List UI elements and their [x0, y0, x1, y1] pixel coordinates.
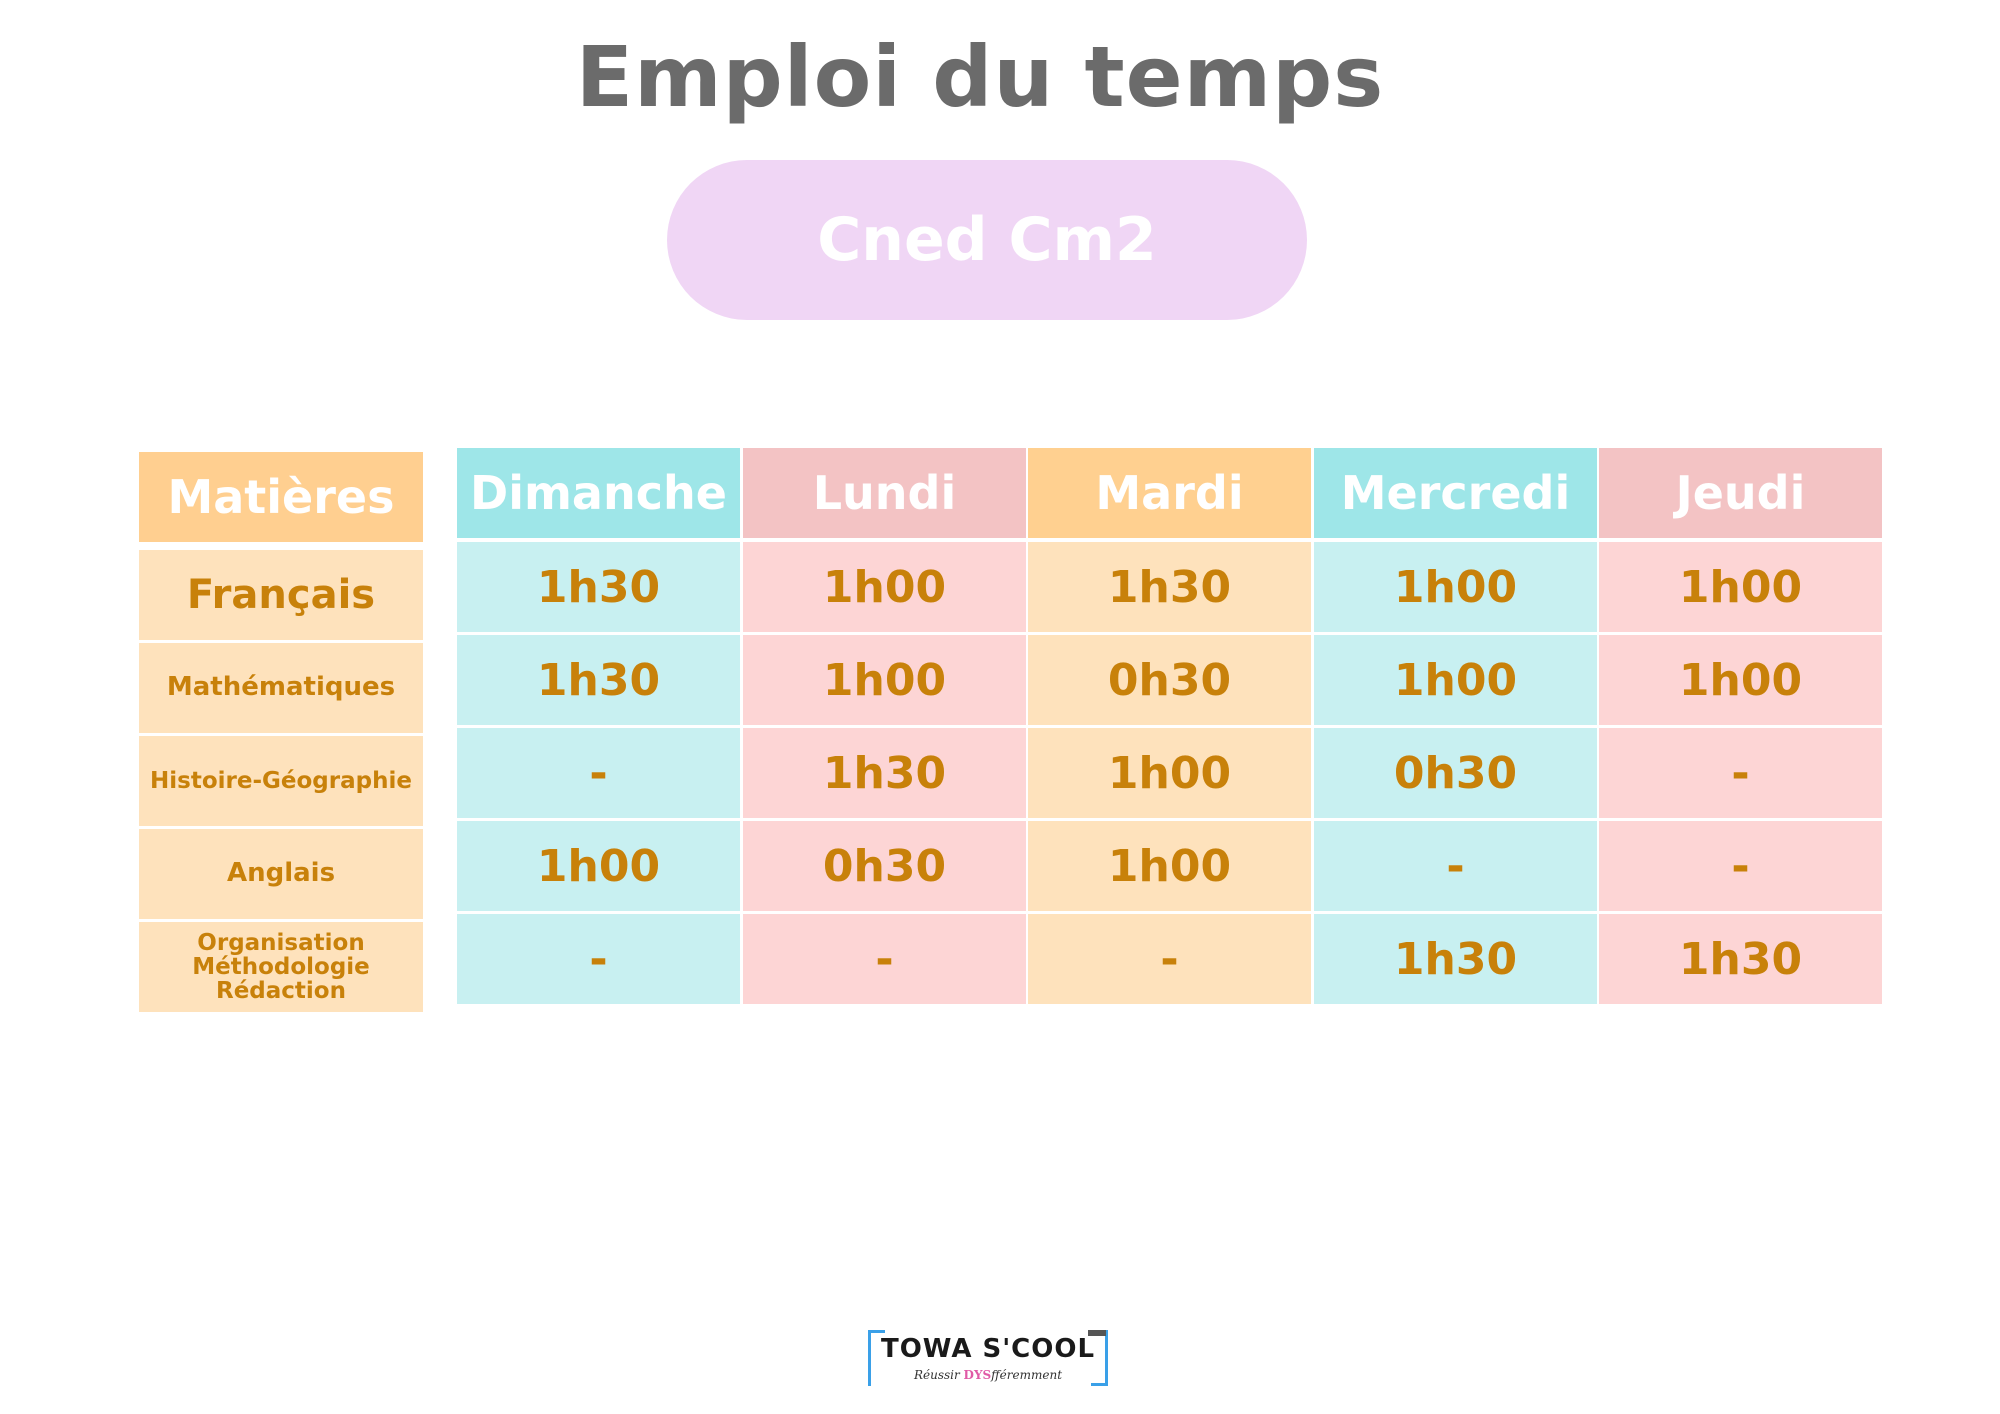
schedule-cell: 1h00	[1028, 728, 1311, 818]
schedule-cell: 1h00	[1599, 635, 1882, 725]
schedule-cell: 1h30	[457, 542, 740, 632]
subject-cell: Histoire-Géographie	[139, 736, 423, 826]
schedule-cell: -	[1599, 821, 1882, 911]
schedule-cell: -	[743, 914, 1026, 1004]
schedule-cell: 1h30	[457, 635, 740, 725]
logo-tagline-dys: DYS	[963, 1368, 992, 1382]
schedule-cell: 1h30	[1028, 542, 1311, 632]
schedule-cell: 1h00	[1314, 635, 1597, 725]
subject-cell: Anglais	[139, 829, 423, 919]
class-badge-label: Cned Cm2	[817, 205, 1157, 275]
schedule-cell: 1h30	[1599, 914, 1882, 1004]
day-header-dimanche: Dimanche	[457, 448, 740, 538]
schedule-cell: -	[457, 914, 740, 1004]
schedule-cell: 1h00	[743, 635, 1026, 725]
schedule-cell: 0h30	[1028, 635, 1311, 725]
logo-frame	[868, 1330, 1108, 1386]
schedule-cell: -	[457, 728, 740, 818]
logo-name: TOWA S'COOL	[880, 1334, 1096, 1364]
schedule-cell: 1h00	[1599, 542, 1882, 632]
subject-cell: Français	[139, 550, 423, 640]
logo-tagline: Réussir DYSfféremment	[868, 1368, 1108, 1382]
schedule-cell: 1h30	[1314, 914, 1597, 1004]
logo-tagline-post: fféremment	[991, 1368, 1063, 1382]
schedule-cell: -	[1314, 821, 1597, 911]
subject-cell: Mathématiques	[139, 643, 423, 733]
schedule-cell: 0h30	[1314, 728, 1597, 818]
schedule-cell: 1h00	[1314, 542, 1597, 632]
subjects-header: Matières	[139, 452, 423, 542]
day-header-jeudi: Jeudi	[1599, 448, 1882, 538]
day-header-mardi: Mardi	[1028, 448, 1311, 538]
schedule-cell: -	[1028, 914, 1311, 1004]
page-title: Emploi du temps	[575, 28, 1385, 126]
logo-tagline-pre: Réussir	[913, 1368, 964, 1382]
schedule-cell: 1h00	[1028, 821, 1311, 911]
schedule-cell: 1h00	[743, 542, 1026, 632]
schedule-cell: 1h00	[457, 821, 740, 911]
class-badge: Cned Cm2	[667, 160, 1307, 320]
schedule-cell: 1h30	[743, 728, 1026, 818]
towa-scool-logo: TOWA S'COOL Réussir DYSfféremment	[868, 1330, 1108, 1390]
graduation-cap-icon	[1088, 1330, 1106, 1336]
day-header-mercredi: Mercredi	[1314, 448, 1597, 538]
schedule-cell: -	[1599, 728, 1882, 818]
schedule-cell: 0h30	[743, 821, 1026, 911]
day-header-lundi: Lundi	[743, 448, 1026, 538]
subject-cell: Organisation Méthodologie Rédaction	[139, 922, 423, 1012]
